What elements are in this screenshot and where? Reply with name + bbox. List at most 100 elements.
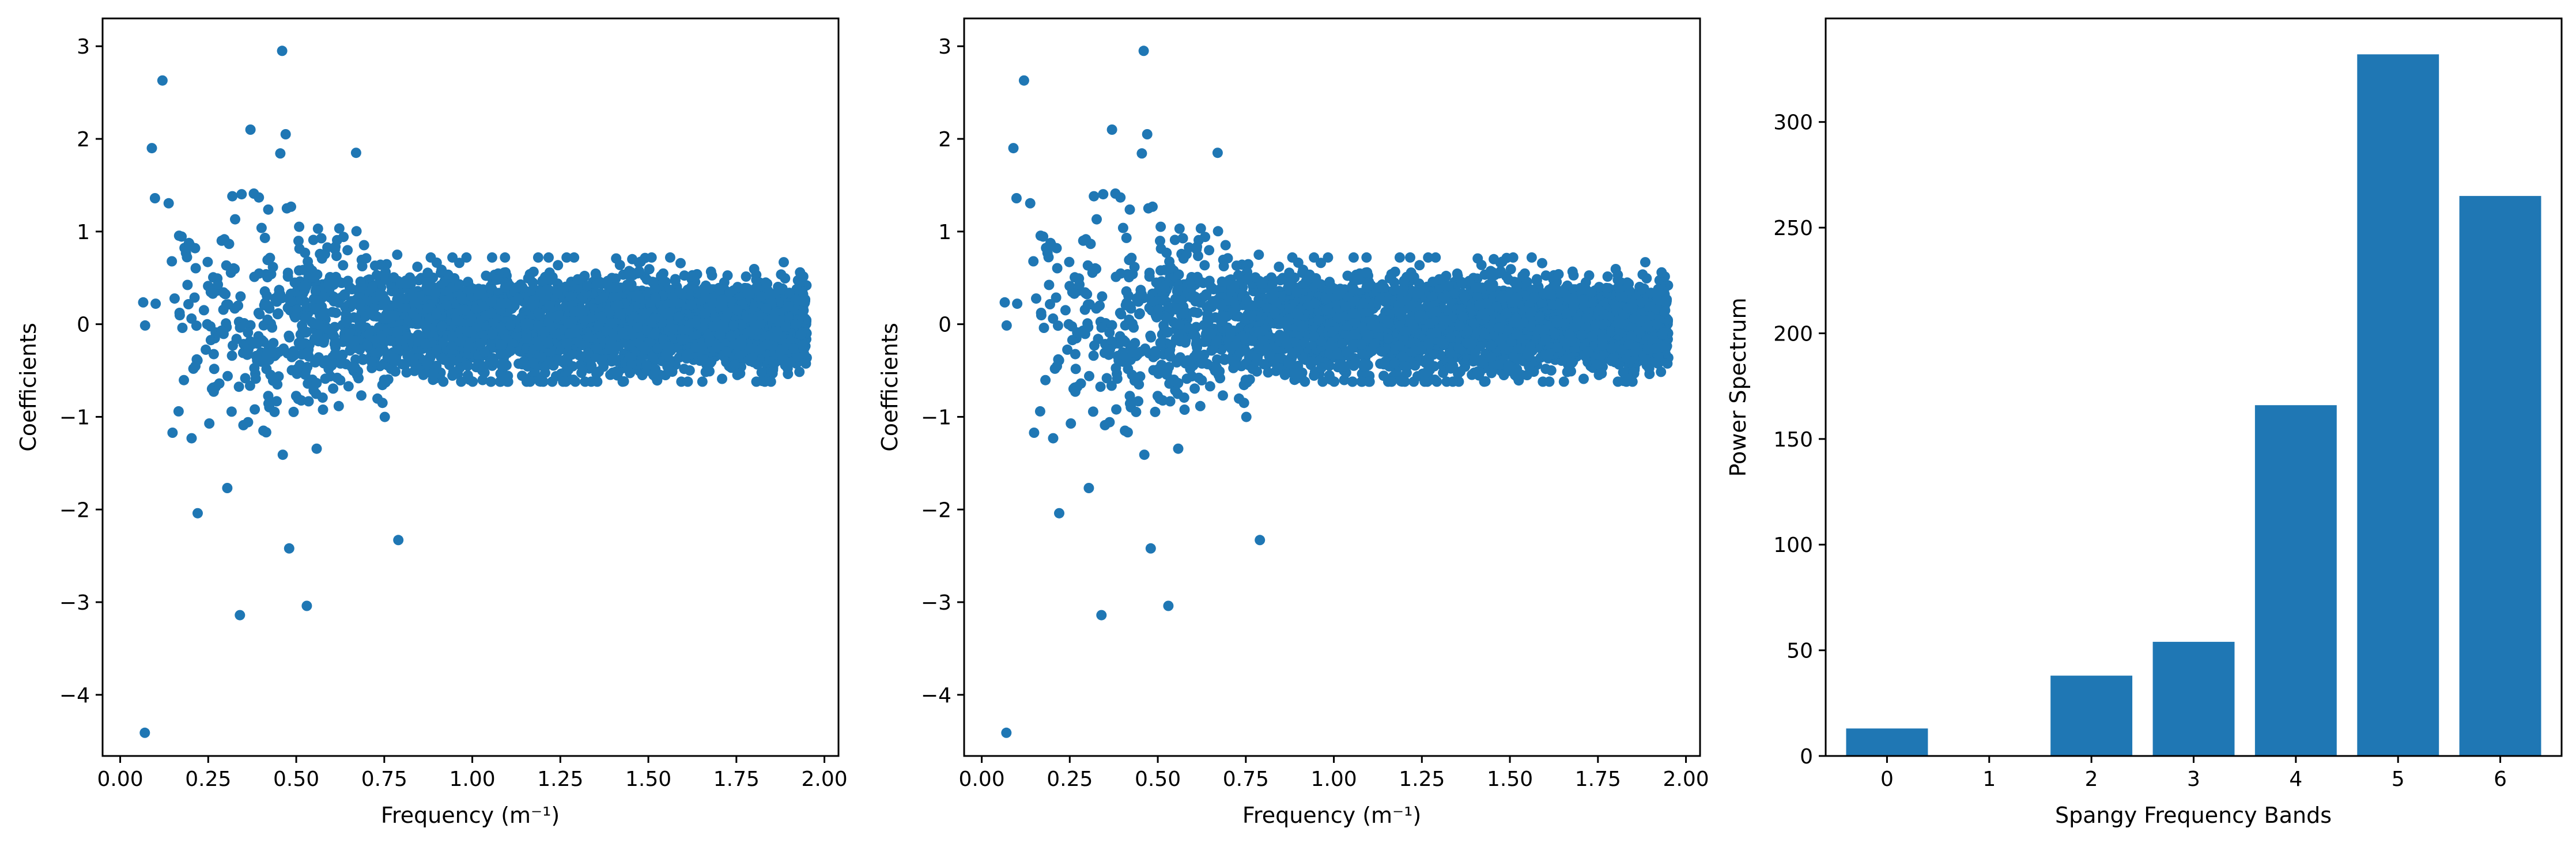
scatter-point [463,341,474,351]
scatter-point [486,252,497,263]
scatter-point [705,357,716,368]
scatter-point [229,303,240,314]
scatter-point [157,75,168,86]
scatter-point [491,274,502,285]
scatter-point [263,204,274,215]
scatter-point [552,288,563,299]
scatter-point [422,357,433,368]
scatter-point [320,249,330,259]
scatter-point [519,356,530,367]
scatter-point [1083,483,1094,493]
scatter-point [259,286,270,297]
scatter-point [496,322,507,332]
scatter-point [286,296,297,307]
scatter-point [591,368,602,379]
scatter-point [1195,223,1206,234]
x-tick-label: 1.25 [537,767,583,791]
scatter-point [455,362,466,373]
scatter-point [447,370,458,381]
scatter-point [262,255,273,266]
scatter-point [254,268,265,279]
scatter-point [226,350,237,361]
scatter-point [477,375,488,385]
scatter-point [310,357,320,368]
scatter-point [679,270,690,281]
scatter-point [400,302,411,313]
scatter-point [479,330,490,341]
scatter-point [532,341,543,351]
scatter-point [602,275,613,286]
scatter-point [272,309,283,320]
scatter-point [532,252,543,263]
scatter-point [380,294,391,305]
scatter-point [732,305,743,316]
scatter-point [392,297,403,308]
scatter-point [371,270,382,281]
scatter-point [1031,293,1041,304]
scatter-point [312,327,323,338]
scatter-point [149,193,160,203]
scatter-point [339,289,350,300]
scatter-point [388,272,399,283]
scatter-point [690,317,701,328]
scatter-point [624,351,635,362]
scatter-point [677,324,688,335]
scatter-point [543,316,554,327]
x-tick-label: 0.25 [185,767,231,791]
y-tick-label: −3 [59,591,90,615]
scatter-point [1084,370,1094,381]
scatter-point [1155,236,1165,247]
scatter-point [317,392,328,403]
scatter-point [756,291,766,302]
scatter-point [146,143,157,154]
scatter-point [670,275,681,286]
scatter-point [250,373,261,384]
scatter-point [402,351,413,362]
scatter-point [280,129,291,139]
scatter-point [473,289,484,300]
y-axis-label-left: Coefficients [16,323,41,452]
scatter-point [586,361,597,372]
scatter-point [277,449,288,460]
scatter-point [262,272,273,283]
scatter-point [1602,271,1613,282]
scatter-point [479,346,490,357]
scatter-points-middle [999,46,1674,738]
scatter-point [218,287,229,298]
scatter-point [335,358,346,369]
scatter-point [751,376,762,387]
scatter-point [230,214,240,225]
scatter-point [373,347,384,358]
scatter-point [1067,335,1078,346]
scatter-point [728,339,739,350]
scatter-point [593,320,604,331]
scatter-point [522,333,532,344]
scatter-point [652,343,663,354]
scatter-point [329,339,340,349]
scatter-point [1095,381,1106,392]
scatter-point [327,307,338,317]
scatter-point [209,364,220,375]
scatter-point [300,247,311,258]
scatter-point [788,343,799,354]
scatter-point [707,270,717,281]
scatter-point [697,376,708,387]
scatter-point [460,305,471,316]
scatter-point [622,279,633,290]
scatter-point [537,275,548,286]
scatter-point [174,308,185,318]
axes-frame-left [101,17,840,757]
scatter-point [228,340,238,351]
scatter-point [139,727,150,738]
scatter-point [182,252,192,263]
scatter-point [553,310,564,320]
scatter-point [301,600,312,611]
y-tick-label: 1 [77,221,90,244]
scatter-point [646,252,657,263]
scatter-point [1218,390,1228,401]
scatter-point [726,331,736,342]
scatter-point [226,406,237,417]
scatter-point [612,370,623,381]
scatter-point [567,361,578,372]
